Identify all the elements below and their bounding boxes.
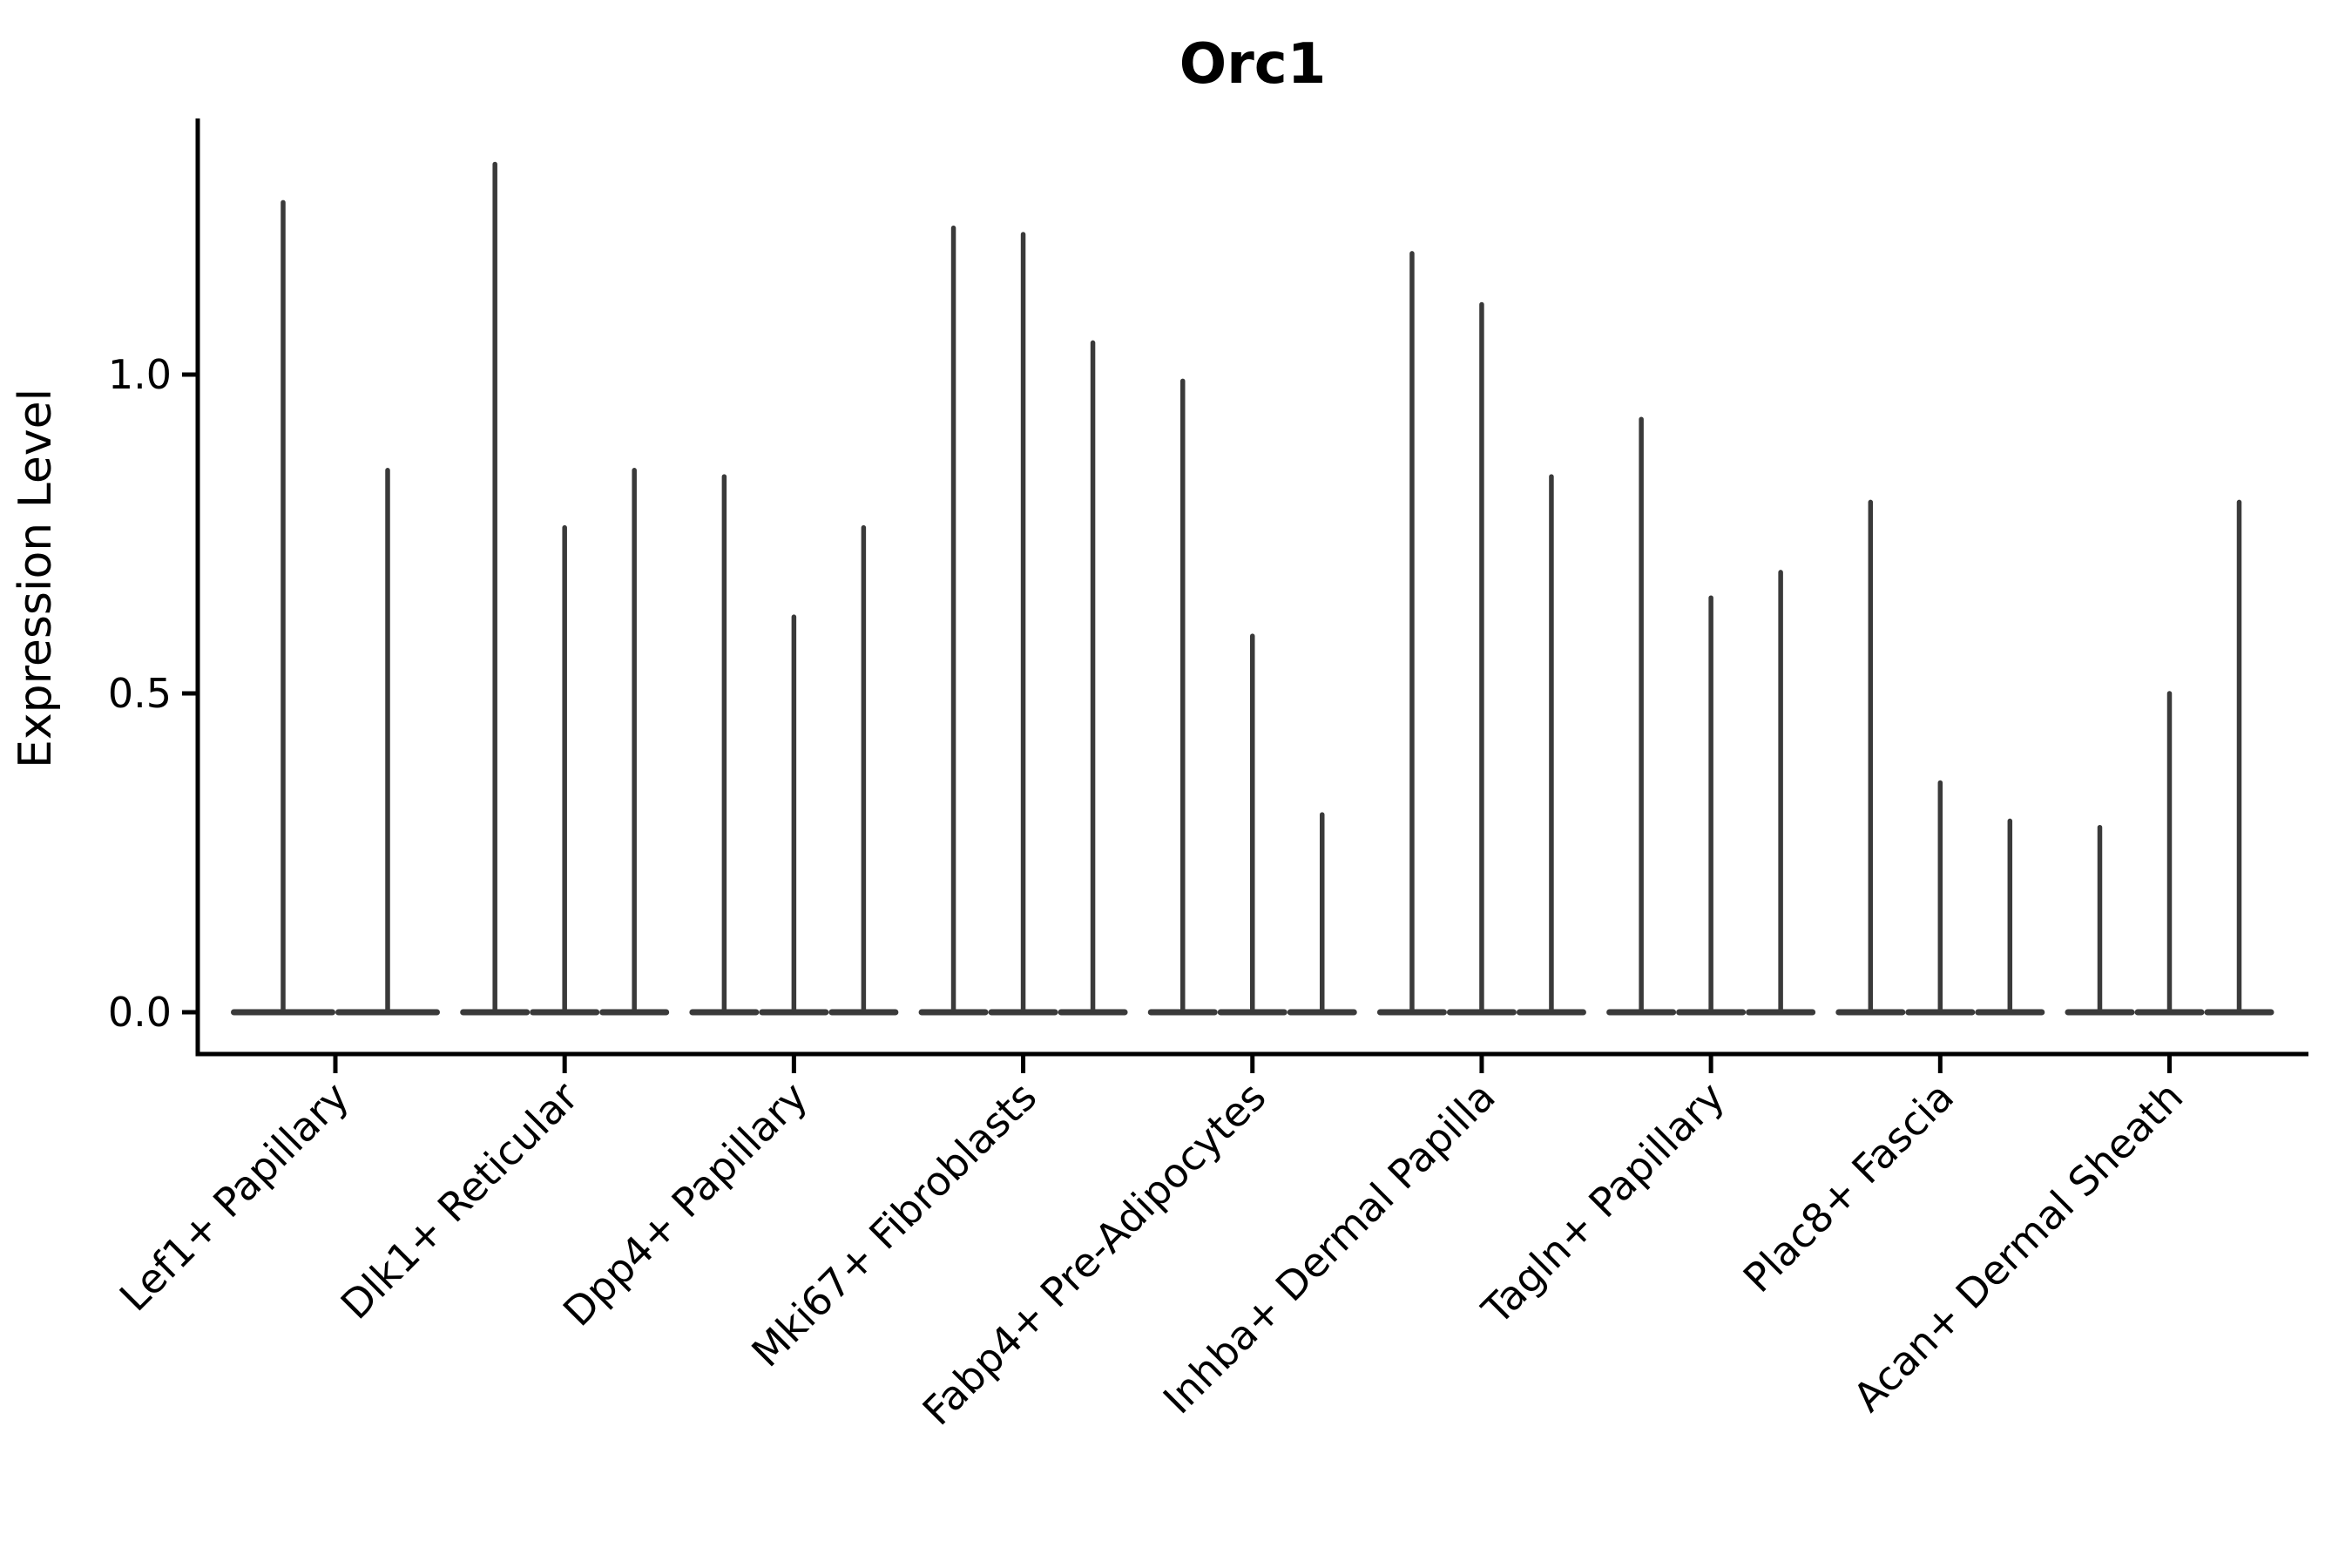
y-tick-label: 1.0 (108, 351, 172, 398)
y-axis-label: Expression Level (10, 389, 62, 768)
violin (1905, 780, 1976, 1016)
x-tick-label: Lef1+ Papillary (111, 1073, 358, 1321)
y-tick-label: 0.5 (108, 670, 172, 717)
violin (1516, 474, 1586, 1016)
violins-layer (231, 161, 2274, 1016)
violin (2065, 824, 2135, 1016)
violin (1217, 633, 1288, 1016)
violin (1835, 499, 1906, 1016)
violin (1147, 378, 1218, 1016)
violin (1746, 570, 1816, 1016)
chart-title: Orc1 (1179, 32, 1326, 97)
violin (1676, 595, 1747, 1016)
violin (599, 468, 670, 1016)
violin (2204, 499, 2274, 1016)
violin (759, 614, 829, 1016)
violin (1446, 301, 1517, 1016)
y-tick-labels: 0.0 0.5 1.0 (108, 351, 198, 1036)
violin (231, 199, 335, 1016)
violin (1058, 340, 1128, 1016)
violin (1376, 251, 1447, 1016)
violin (335, 468, 440, 1016)
violin (918, 225, 989, 1016)
x-tick-label: Dpp4+ Papillary (554, 1073, 816, 1335)
violin (828, 524, 899, 1016)
violin (1287, 812, 1357, 1016)
y-tick-label: 0.0 (108, 989, 172, 1036)
violin (2134, 691, 2205, 1016)
x-tick-label: Dlk1+ Reticular (332, 1073, 587, 1328)
x-tick-label: Plac8+ Fascia (1734, 1073, 1963, 1301)
violin (988, 232, 1058, 1016)
x-tick-label: Tagln+ Papillary (1472, 1073, 1734, 1335)
violin (460, 161, 531, 1016)
violin (1975, 818, 2045, 1016)
violin (689, 474, 760, 1016)
violin (1606, 416, 1677, 1016)
violin (530, 524, 600, 1016)
